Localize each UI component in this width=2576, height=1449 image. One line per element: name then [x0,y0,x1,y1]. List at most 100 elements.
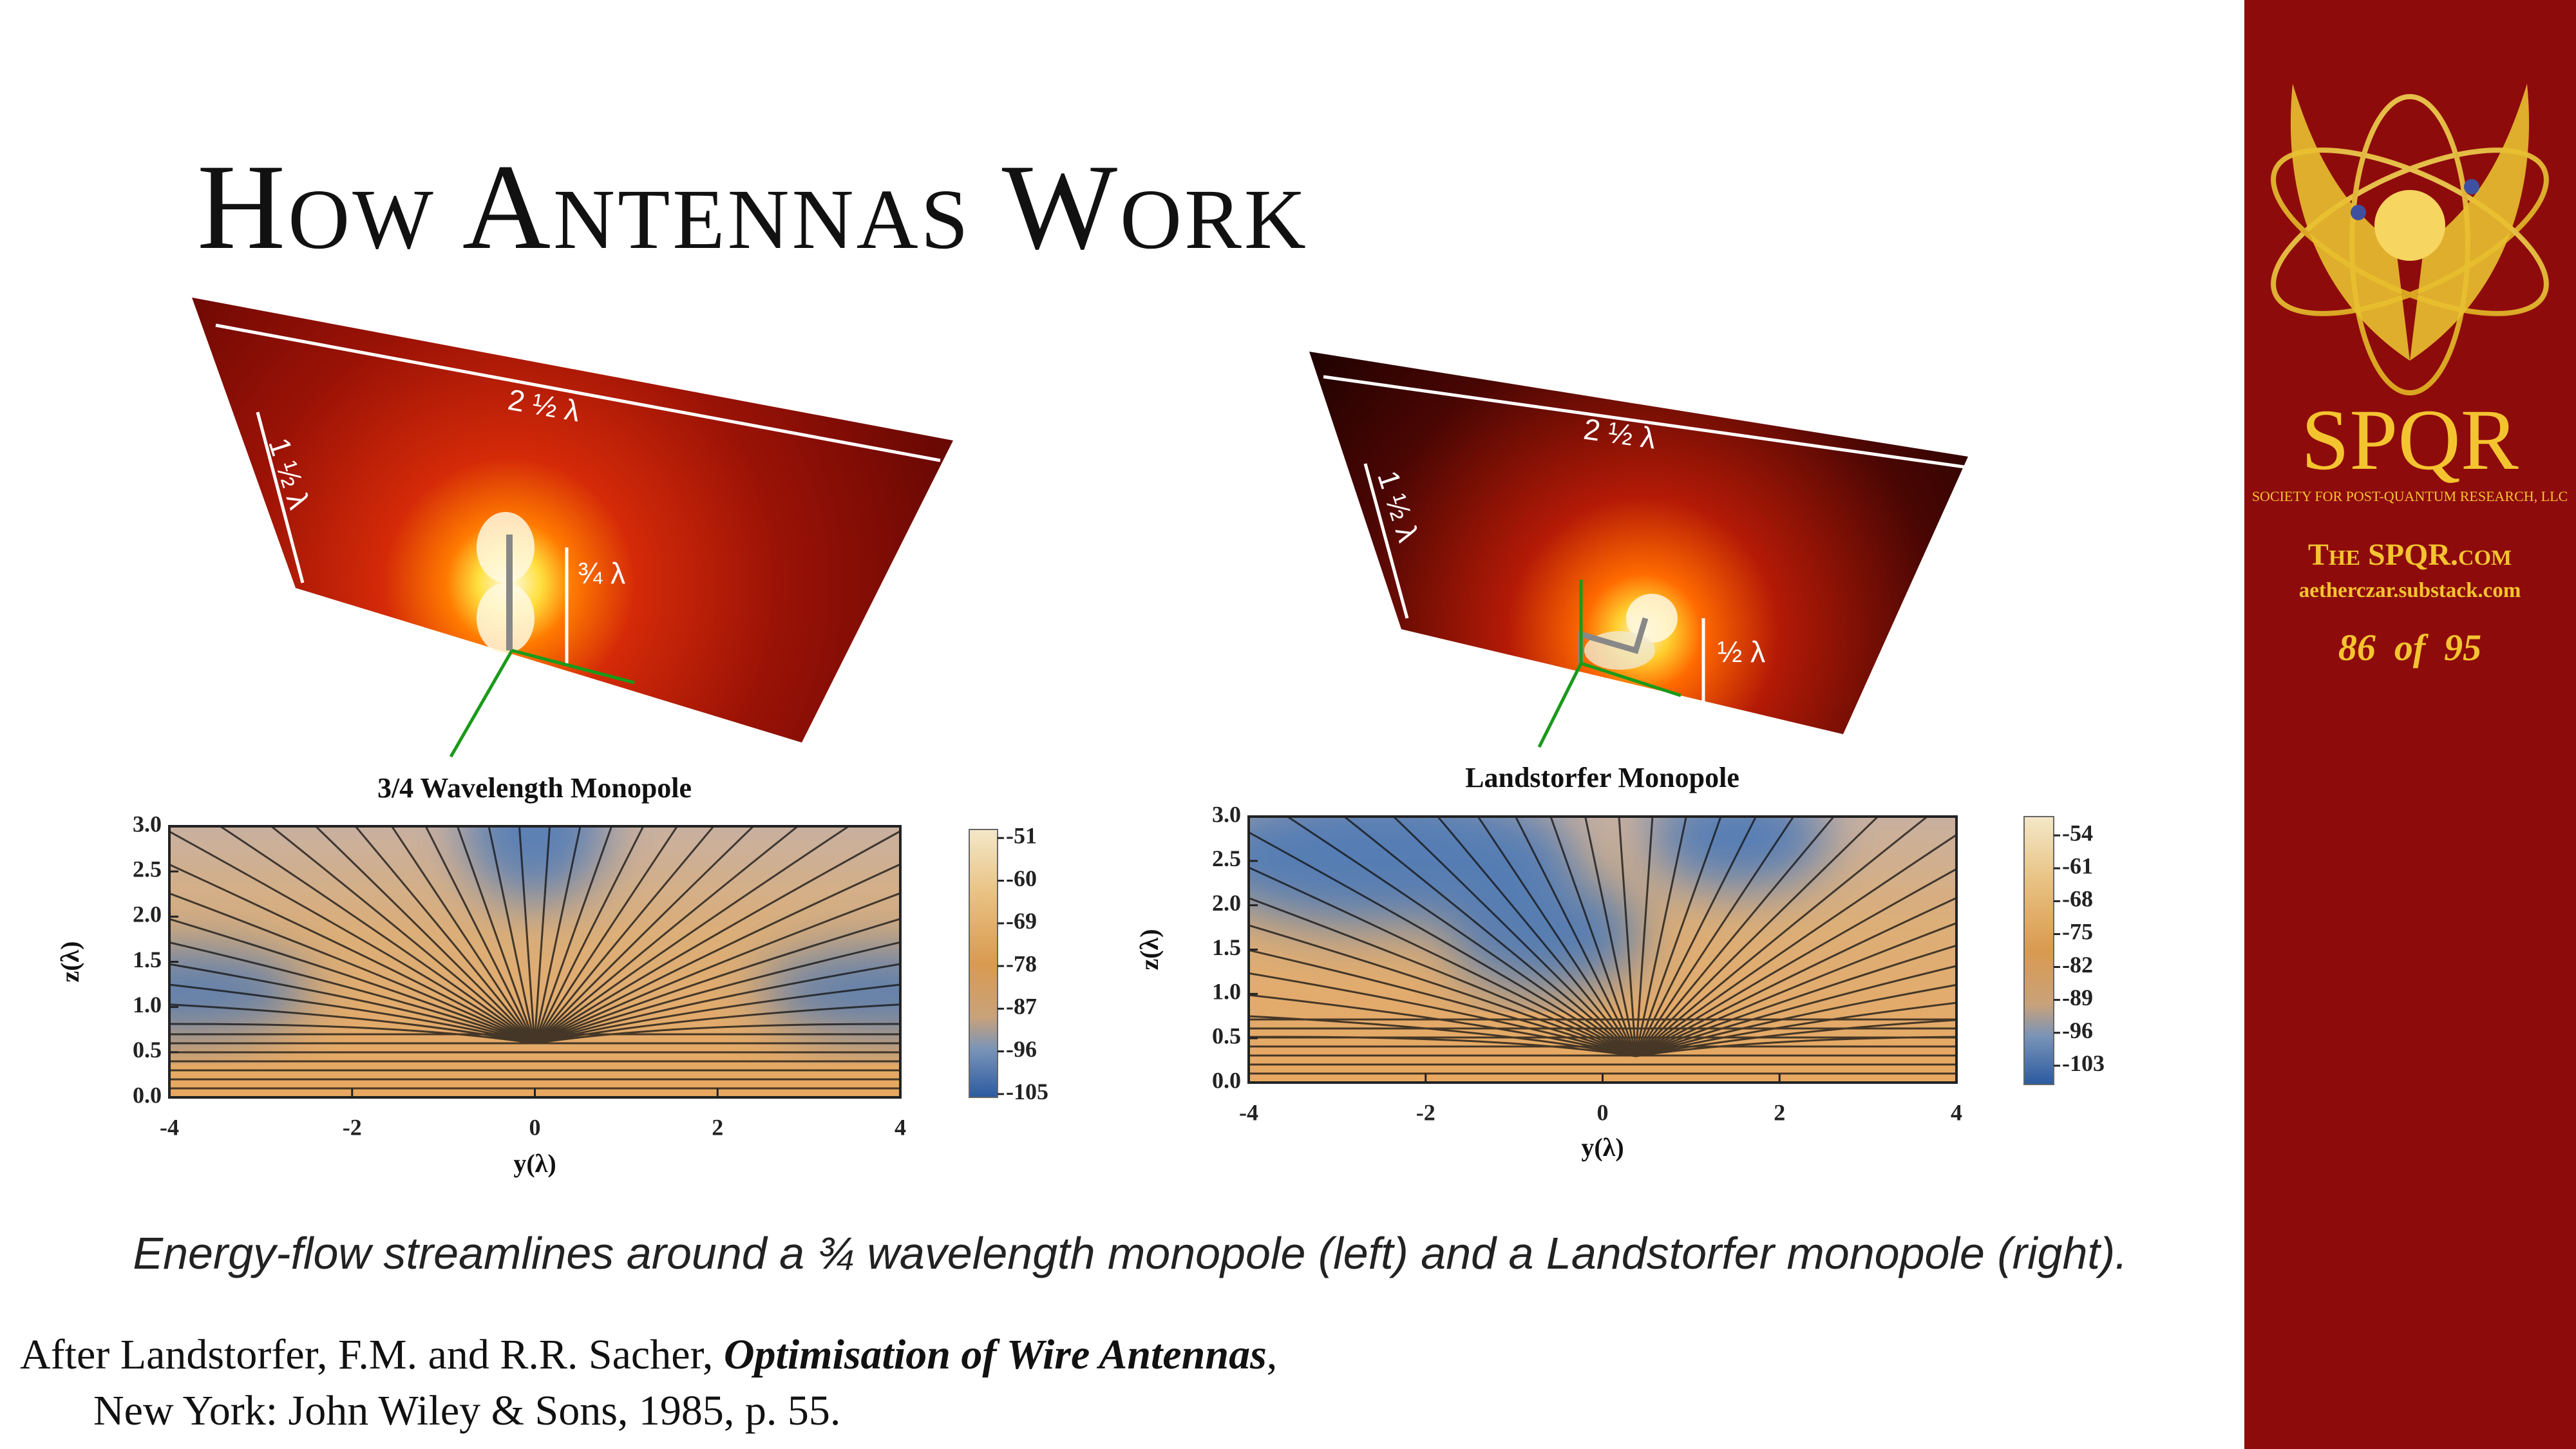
streamline [533,826,679,1044]
colorbar-label: -61 [2062,853,2093,879]
streamline [1392,817,1637,1057]
streamline [1635,922,1956,1057]
streamline [169,918,535,1045]
x-tick-label: -4 [160,1114,179,1140]
streamline [534,918,900,1045]
colorbar-label: -105 [1006,1079,1048,1104]
streamline [1285,817,1636,1057]
streamline [218,826,535,1045]
citation: After Landstorfer, F.M. and R.R. Sacher,… [20,1331,1277,1378]
streamline [1249,924,1636,1057]
slide-title: How Antennas Work [197,140,1309,275]
streamline [314,826,536,1045]
streamline [269,826,535,1045]
colorbar-label: -96 [2062,1018,2093,1043]
streamline [354,826,536,1044]
y-tick-label: 1.5 [133,947,162,972]
streamline [169,830,535,1045]
streamline [1634,817,1757,1057]
streamline [1634,817,1687,1057]
streamline [1514,817,1637,1057]
y-tick-label: 3.0 [133,811,162,837]
colorbar-label: -69 [1006,908,1037,934]
colorbar-label: -96 [1006,1036,1037,1062]
y-axis-label: z(λ) [1135,929,1164,970]
streamline [534,826,851,1045]
y-tick-label: 0.5 [1212,1023,1241,1048]
streamline [1249,1015,1636,1057]
streamline [169,963,535,1045]
colorbar-label: -87 [1006,994,1037,1019]
streamline [534,826,800,1045]
y-tick-label: 2.0 [1212,890,1241,916]
substack-link[interactable]: aetherczar.substack.com [2299,579,2521,602]
streamline [1635,965,1956,1057]
x-axis-label: y(λ) [513,1149,556,1178]
streamline [169,863,535,1045]
streamline [534,892,900,1045]
streamline [1634,817,1795,1057]
dimension-lines [215,323,941,663]
axes-3d [1537,580,1681,748]
streamline [534,963,900,1045]
streamline [390,826,536,1044]
streamline [457,826,536,1044]
y-axis-label: z(λ) [55,941,84,982]
x-tick-label: 0 [529,1114,541,1140]
streamline [1618,817,1637,1057]
plot-title: Landstorfer Monopole [1465,762,1739,793]
colorbar-label: -89 [2062,985,2093,1010]
colorbar-label: -75 [2062,919,2093,945]
y-tick-label: 0.5 [133,1037,162,1063]
streamline [1635,867,1956,1057]
axes-3d [449,649,635,758]
colorbar [2023,816,2054,1085]
colorbar [969,829,998,1098]
plot-title: 3/4 Wavelength Monopole [377,772,692,804]
x-tick-label: -2 [343,1114,362,1140]
streamline [1249,972,1636,1057]
streamline [534,941,900,1045]
streamline [1249,949,1636,1057]
y-tick-label: 2.0 [133,902,162,927]
contour-field [169,826,900,1097]
page-number: 86 of 95 [2338,627,2481,668]
colorbar-label: -51 [1006,823,1037,849]
y-tick-label: 1.0 [1212,979,1241,1005]
streamline [1635,817,1929,1057]
streamline [533,826,551,1044]
streamline [1249,896,1636,1057]
streamline [534,863,900,1045]
y-tick-label: 2.5 [133,856,162,882]
streamline [534,1003,900,1045]
logo [2271,84,2549,395]
streamline [533,826,645,1044]
streamline [534,829,900,1045]
streamline [169,892,535,1045]
streamline [533,826,755,1045]
streamline [169,983,535,1045]
logo-text: SPQR [2301,392,2519,488]
y-tick-label: 2.5 [1212,846,1241,871]
streamline [1343,817,1636,1057]
colorbar-label: -68 [2062,886,2093,912]
heat-plane [1309,352,1968,734]
glow [477,512,535,583]
streamline [1249,831,1636,1057]
site-link[interactable]: The SPQR.com [2308,538,2512,572]
colorbar-label: -60 [1006,866,1037,891]
streamline [1635,983,1956,1057]
streamline [1634,817,1835,1057]
streamline [1635,944,1956,1057]
org-name: SOCIETY FOR POST-QUANTUM RESEARCH, LLC [2252,488,2568,504]
heat-plane [192,298,953,743]
streamline [169,1003,535,1045]
streamline [1634,817,1880,1057]
streamline [169,941,535,1045]
streamline [488,826,536,1044]
x-tick-label: 4 [1951,1099,1962,1125]
streamline [1635,833,1956,1057]
y-tick-label: 0.0 [1212,1067,1241,1093]
streamline [1634,817,1654,1057]
